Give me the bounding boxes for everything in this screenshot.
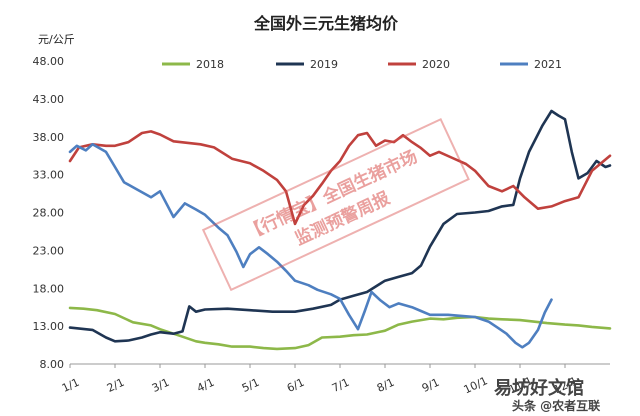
- series-line-2021: [68, 143, 553, 349]
- y-tick-label: 13.00: [33, 320, 65, 333]
- watermark-large: 易坊好文馆: [494, 377, 584, 399]
- legend: 2018 2019 2020 2021: [162, 58, 562, 71]
- series-lines: [68, 109, 612, 351]
- y-tick-label: 33.00: [33, 169, 65, 182]
- x-tick-label: 6/1: [285, 376, 307, 395]
- watermark-small: 头条 @农者互联: [512, 398, 600, 413]
- x-tick-label: 3/1: [150, 376, 172, 395]
- x-tick-label: 1/1: [60, 376, 82, 395]
- y-tick-label: 38.00: [33, 131, 65, 144]
- x-tick-label: 8/1: [375, 376, 397, 395]
- y-tick-label: 43.00: [33, 93, 65, 106]
- legend-label-2020: 2020: [422, 58, 450, 71]
- x-tick-label: 7/1: [330, 376, 352, 395]
- x-tick-label: 5/1: [240, 376, 262, 395]
- series-line-2019: [68, 109, 612, 343]
- series-line-2020: [68, 130, 612, 226]
- x-tick-label: 2/1: [105, 376, 127, 395]
- legend-label-2019: 2019: [310, 58, 338, 71]
- series-line-2018: [68, 306, 612, 351]
- y-tick-label: 28.00: [33, 207, 65, 220]
- legend-label-2018: 2018: [196, 58, 224, 71]
- legend-label-2021: 2021: [534, 58, 562, 71]
- x-tick-label: 9/1: [420, 376, 442, 395]
- chart-title: 全国外三元生猪均价: [253, 14, 399, 33]
- x-tick-label: 10/1: [462, 374, 490, 396]
- stamp-border: [201, 117, 470, 292]
- y-tick-label: 18.00: [33, 282, 65, 295]
- x-tick-label: 4/1: [195, 376, 217, 395]
- y-tick-label: 48.00: [33, 55, 65, 68]
- y-axis-unit-label: 元/公斤: [38, 33, 75, 46]
- y-axis-ticks: 48.00 43.00 38.00 33.00 28.00 23.00 18.00 13.00…: [33, 55, 65, 371]
- y-tick-label: 23.00: [33, 244, 65, 257]
- y-tick-label: 8.00: [40, 358, 65, 371]
